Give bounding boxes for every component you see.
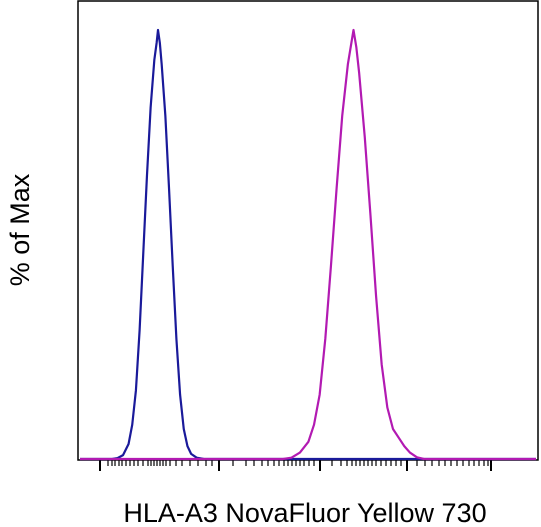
x-axis-ticks — [99, 460, 492, 471]
y-axis-label: % of Max — [5, 173, 35, 286]
histogram-series-line — [80, 28, 536, 461]
histogram-series — [80, 28, 536, 461]
histogram-series-line — [80, 28, 536, 461]
plot-area-border — [77, 0, 539, 461]
x-axis-label: HLA-A3 NovaFluor Yellow 730 — [123, 498, 486, 527]
